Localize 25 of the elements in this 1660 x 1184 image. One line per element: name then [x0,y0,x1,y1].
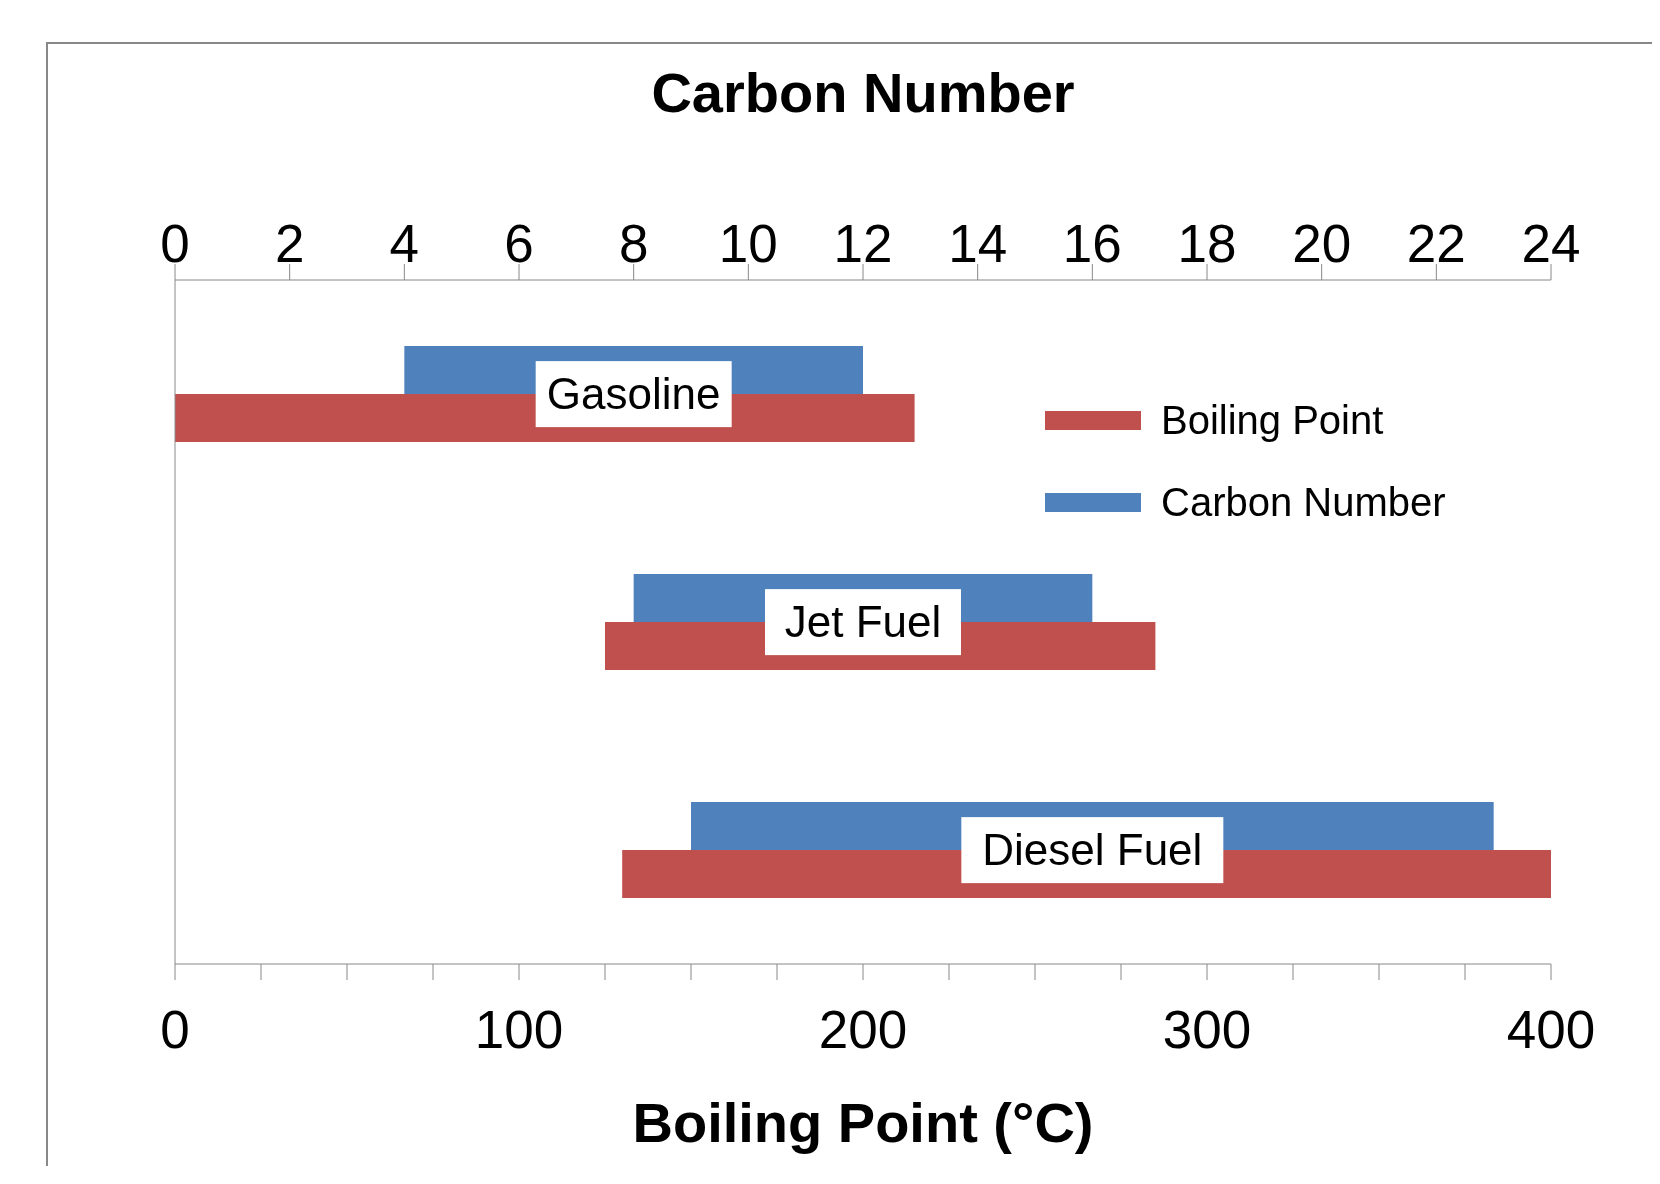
x2-axis-title: Carbon Number [651,60,1075,124]
x2-tick-label: 24 [1521,214,1581,273]
x2-tick-label: 18 [1177,214,1237,273]
y-tick-label: Gasoline [546,369,721,419]
legend-label: Carbon Number [1161,479,1446,525]
x-tick-label: 200 [818,999,908,1059]
y-tick-label: Diesel Fuel [982,825,1203,875]
x-axis-title: Boiling Point (°C) [632,1091,1094,1154]
x2-tick-label: 10 [718,214,778,273]
x-tick-label: 0 [160,999,190,1059]
y-tick-label: Jet Fuel [784,597,942,647]
x2-tick-label: 12 [833,214,893,273]
x2-tick-label: 16 [1062,214,1122,273]
x2-tick-label: 4 [389,214,420,273]
x2-tick-label: 14 [948,214,1008,273]
x2-tick-label: 2 [274,214,305,273]
x2-tick-label: 0 [160,214,190,273]
x-tick-label: 300 [1162,999,1252,1059]
x2-tick-label: 8 [618,214,649,273]
legend-label: Boiling Point [1161,397,1384,443]
x2-tick-label: 6 [504,214,534,273]
x-tick-label: 100 [474,999,564,1059]
x2-tick-label: 20 [1292,214,1352,273]
x-tick-label: 400 [1506,999,1596,1059]
x2-tick-label: 22 [1406,214,1466,273]
